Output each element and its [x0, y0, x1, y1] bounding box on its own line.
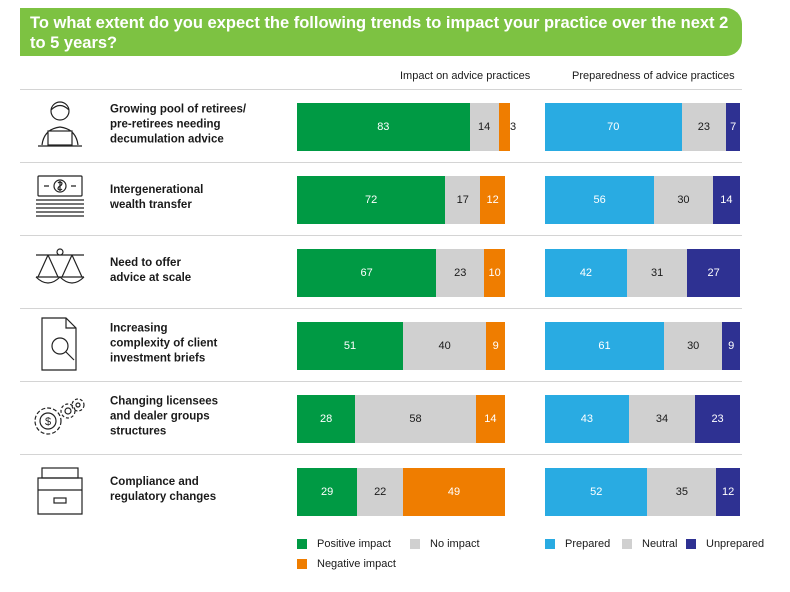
bar-segment-neutral: 23: [681, 103, 727, 151]
money-stack-icon: [28, 170, 92, 226]
bar-segment-unprepared: 9: [722, 322, 740, 370]
stacked-bar: 83 14 3: [297, 103, 516, 151]
bar-segment-negative-impact: 10: [484, 249, 505, 297]
bar-segment-unprepared: 27: [687, 249, 740, 297]
filing-cabinet-icon: [28, 462, 92, 518]
legend-swatch: [297, 559, 307, 569]
stacked-bar: 51 40 9: [297, 322, 505, 370]
category-label-line: Changing licensees: [110, 395, 219, 408]
bar-segment-neutral: 30: [663, 322, 723, 370]
stacked-bar: 52 35 12: [545, 468, 740, 516]
stacked-bar: 72 17 12: [297, 176, 505, 224]
bar-segment-positive-impact: 72: [297, 176, 446, 224]
category-label-line: and dealer groups: [110, 410, 210, 423]
row-divider: [20, 162, 742, 163]
category-label-line: investment briefs: [110, 352, 206, 365]
bar-segment-no-impact: 22: [357, 468, 404, 516]
svg-text:$: $: [45, 416, 51, 428]
bar-segment-prepared: 56: [545, 176, 655, 224]
bar-segment-neutral: 35: [647, 468, 717, 516]
stacked-bar: 42 31 27: [545, 249, 740, 297]
category-label-line: Intergenerational: [110, 184, 204, 196]
legend-label: Unprepared: [706, 538, 765, 550]
bar-segment-no-impact: 14: [469, 103, 499, 151]
category-label-line: Increasing: [110, 322, 168, 335]
bar-segment-negative-impact: 49: [403, 468, 505, 516]
chart-title: To what extent do you expect the followi…: [20, 8, 742, 56]
legend-label: No impact: [430, 538, 480, 550]
stacked-bar: 70 23 7: [545, 103, 740, 151]
row-divider: [20, 381, 742, 382]
bar-segment-positive-impact: 67: [297, 249, 437, 297]
category-label-line: structures: [110, 425, 167, 438]
category-label: Growing pool of retirees/pre-retirees ne…: [110, 103, 285, 148]
bar-segment-unprepared: 14: [712, 176, 740, 224]
bar-segment-prepared: 70: [545, 103, 682, 151]
bar-segment-positive-impact: 28: [297, 395, 356, 443]
bar-segment-no-impact: 58: [355, 395, 476, 443]
category-label-line: Need to offer: [110, 257, 181, 269]
bar-segment-negative-impact: 14: [475, 395, 505, 443]
category-label-line: advice at scale: [110, 272, 192, 284]
legend-label: Neutral: [642, 538, 678, 550]
category-label: Compliance and regulatory changes: [110, 475, 285, 505]
bar-segment-prepared: 61: [545, 322, 664, 370]
bar-segment-positive-impact: 51: [297, 322, 404, 370]
category-label-line: regulatory changes: [110, 491, 217, 503]
bar-segment-neutral: 31: [626, 249, 688, 297]
row-divider: [20, 235, 742, 236]
stacked-bar: 67 23 10: [297, 249, 505, 297]
category-label: Need to offer advice at scale: [110, 256, 285, 286]
category-label-line: complexity of client: [110, 337, 218, 350]
category-label-line: pre-retirees needing: [110, 118, 221, 131]
bar-segment-unprepared: 12: [716, 468, 740, 516]
category-label-line: Compliance and: [110, 476, 199, 488]
bar-segment-unprepared: 7: [726, 103, 740, 151]
legend-swatch: [622, 539, 632, 549]
document-search-icon: [28, 316, 92, 372]
category-label-line: wealth transfer: [110, 199, 192, 211]
category-label: Increasing complexity of client investment…: [110, 322, 285, 367]
legend-label: Positive impact: [317, 538, 391, 550]
panel-title-impact: Impact on advice practices: [400, 70, 531, 82]
bar-segment-prepared: 52: [545, 468, 648, 516]
legend-swatch: [297, 539, 307, 549]
bar-segment-no-impact: 23: [436, 249, 485, 297]
bar-segment-negative-impact: 12: [480, 176, 505, 224]
bar-segment-positive-impact: 29: [297, 468, 358, 516]
stacked-bar: 28 58 14: [297, 395, 505, 443]
bar-segment-prepared: 43: [545, 395, 629, 443]
row-divider: [20, 454, 742, 455]
stacked-bar: 56 30 14: [545, 176, 740, 224]
chart-title-text: To what extent do you expect the followi…: [30, 14, 729, 52]
legend-label: Prepared: [565, 538, 611, 550]
gears-dollar-icon: $: [28, 389, 92, 445]
person-laptop-icon: [28, 97, 92, 153]
stacked-bar: 29 22 49: [297, 468, 505, 516]
stacked-bar: 61 30 9: [545, 322, 740, 370]
category-label: Changing licensees and dealer groups struc…: [110, 395, 285, 440]
category-label: Intergenerational wealth transfer: [110, 183, 285, 213]
panel-title-preparedness: Preparedness of advice practices: [572, 70, 735, 82]
row-divider: [20, 89, 742, 90]
legend-swatch: [410, 539, 420, 549]
bar-segment-unprepared: 23: [695, 395, 740, 443]
bar-segment-positive-impact: 83: [297, 103, 470, 151]
balance-scale-icon: [28, 243, 92, 299]
bar-segment-no-impact: 40: [403, 322, 487, 370]
category-label-line: Growing pool of retirees/: [110, 103, 247, 116]
bar-segment-neutral: 34: [628, 395, 696, 443]
stacked-bar: 43 34 23: [545, 395, 740, 443]
bar-segment-prepared: 42: [545, 249, 627, 297]
bar-segment-neutral: 30: [654, 176, 713, 224]
bar-segment-no-impact: 17: [445, 176, 481, 224]
row-divider: [20, 308, 742, 309]
legend-swatch: [686, 539, 696, 549]
bar-segment-negative-impact: 3: [498, 103, 516, 151]
legend-swatch: [545, 539, 555, 549]
category-label-line: decumulation advice: [110, 133, 224, 146]
bar-segment-negative-impact: 9: [486, 322, 505, 370]
legend-label: Negative impact: [317, 558, 396, 570]
